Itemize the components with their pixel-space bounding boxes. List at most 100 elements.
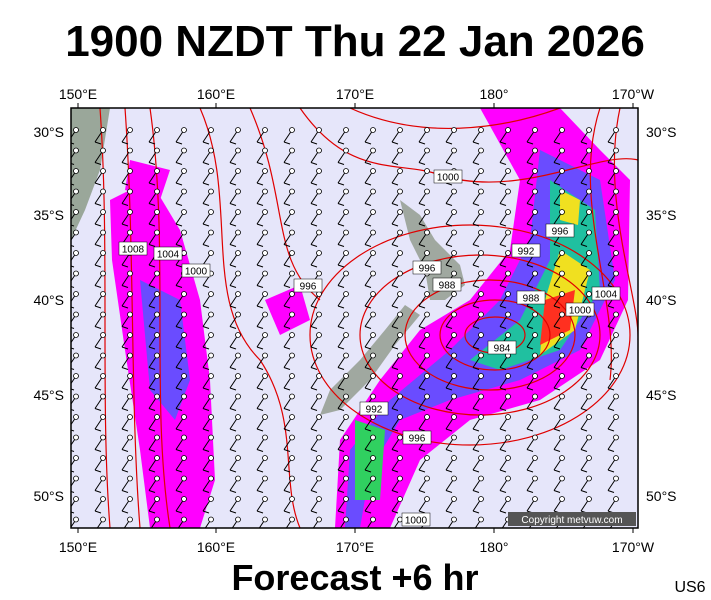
barb-station (397, 455, 403, 461)
barb-flag (526, 469, 534, 473)
barb-flag (310, 490, 318, 493)
barb-flag (310, 510, 318, 514)
barb-flag (553, 244, 561, 247)
barb-station (73, 209, 79, 215)
barb-flag (175, 490, 183, 493)
barb-flag (256, 408, 264, 411)
barb-station (586, 250, 592, 256)
barb-flag (71, 511, 75, 514)
isobar-label-box (401, 512, 431, 527)
barb-flag (364, 244, 372, 247)
barb-flag (94, 367, 102, 370)
isobar-label: 1000 (405, 516, 428, 527)
barb-flag (94, 326, 102, 329)
barb-flag (364, 305, 372, 309)
barb-flag (94, 223, 102, 227)
barb-station (370, 311, 376, 318)
barb-station (154, 516, 160, 523)
barb-station (532, 352, 538, 359)
barb-station (397, 393, 403, 400)
barb-flag (553, 367, 561, 370)
barb-flag (121, 264, 129, 268)
barb-station (127, 332, 133, 338)
barb-flag (527, 532, 533, 534)
barb-flag (581, 532, 587, 534)
barb-station (208, 373, 214, 379)
barb-flag (526, 449, 534, 452)
barb-flag (607, 428, 615, 432)
barb-station (208, 475, 214, 482)
barb-flag (283, 162, 291, 165)
barb-flag (364, 203, 372, 206)
barb-station (478, 188, 484, 195)
barb-station (586, 270, 592, 277)
barb-flag (580, 346, 588, 350)
barb-flag (607, 182, 615, 186)
barb-station (127, 127, 133, 133)
barb-flag (94, 285, 102, 288)
barb-station (451, 352, 457, 359)
barb-station (370, 434, 376, 441)
barb-flag (391, 285, 399, 288)
barb-station (478, 434, 484, 441)
barb-flag (499, 223, 507, 227)
barb-station (451, 455, 457, 461)
barb-flag (175, 387, 183, 391)
barb-flag (472, 285, 480, 288)
barb-station (343, 168, 349, 174)
barb-station (208, 291, 214, 297)
barb-flag (256, 141, 264, 145)
barb-station (289, 332, 295, 338)
barb-station (370, 250, 376, 256)
barb-station (181, 209, 187, 215)
barb-station (478, 393, 484, 400)
barb-flag (202, 203, 210, 206)
barb-station (73, 455, 79, 461)
barb-station (73, 147, 79, 154)
barb-station (613, 352, 619, 359)
barb-station (451, 434, 457, 441)
barb-station (532, 229, 538, 236)
barb-flag (121, 490, 129, 493)
barb-flag (418, 244, 426, 247)
barb-flag (256, 469, 264, 473)
barb-flag (94, 244, 102, 247)
barb-flag (607, 305, 615, 309)
barb-flag (175, 182, 183, 186)
barb-station (181, 147, 187, 154)
barb-station (532, 209, 538, 215)
barb-flag (553, 387, 561, 391)
barb-station (154, 332, 160, 338)
barb-station (505, 168, 511, 174)
barb-station (127, 291, 133, 297)
barb-station (100, 147, 106, 154)
barb-flag (500, 532, 506, 534)
barb-flag (203, 532, 209, 534)
barb-flag (256, 428, 264, 432)
barb-flag (202, 428, 210, 432)
barb-flag (148, 244, 156, 247)
barb-flag (418, 285, 426, 288)
barb-station (370, 270, 376, 277)
barb-flag (256, 346, 264, 350)
barb-station (532, 311, 538, 318)
barb-flag (311, 532, 317, 534)
barb-flag (175, 326, 183, 329)
barb-station (316, 229, 322, 236)
barb-station (208, 516, 214, 523)
barb-station (100, 250, 106, 256)
lon-label: 170°E (336, 539, 374, 555)
barb-flag (229, 408, 237, 411)
barb-station (424, 332, 430, 338)
barb-flag (229, 449, 237, 452)
barb-station (181, 475, 187, 482)
barb-station (397, 291, 403, 297)
barb-station (100, 414, 106, 420)
barb-flag (472, 223, 480, 227)
barb-station (127, 373, 133, 379)
barb-flag (445, 449, 453, 452)
barb-station (289, 270, 295, 277)
barb-flag (175, 305, 183, 309)
barb-flag (337, 244, 345, 247)
barb-station (235, 434, 241, 441)
